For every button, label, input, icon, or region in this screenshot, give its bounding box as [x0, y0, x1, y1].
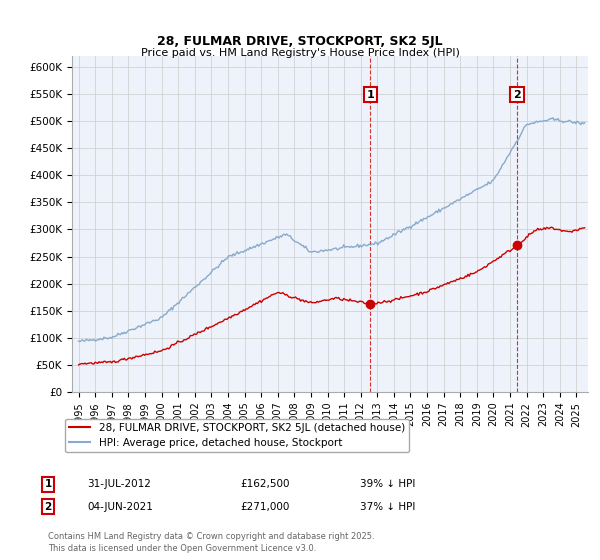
Text: 2: 2	[44, 502, 52, 512]
Text: 28, FULMAR DRIVE, STOCKPORT, SK2 5JL: 28, FULMAR DRIVE, STOCKPORT, SK2 5JL	[157, 35, 443, 49]
Text: 04-JUN-2021: 04-JUN-2021	[87, 502, 153, 512]
Text: Price paid vs. HM Land Registry's House Price Index (HPI): Price paid vs. HM Land Registry's House …	[140, 48, 460, 58]
Text: 1: 1	[44, 479, 52, 489]
Legend: 28, FULMAR DRIVE, STOCKPORT, SK2 5JL (detached house), HPI: Average price, detac: 28, FULMAR DRIVE, STOCKPORT, SK2 5JL (de…	[65, 419, 409, 452]
Text: 31-JUL-2012: 31-JUL-2012	[87, 479, 151, 489]
Text: 1: 1	[367, 90, 374, 100]
Text: 39% ↓ HPI: 39% ↓ HPI	[360, 479, 415, 489]
Text: Contains HM Land Registry data © Crown copyright and database right 2025.
This d: Contains HM Land Registry data © Crown c…	[48, 533, 374, 553]
Text: £271,000: £271,000	[240, 502, 289, 512]
Text: 37% ↓ HPI: 37% ↓ HPI	[360, 502, 415, 512]
Text: £162,500: £162,500	[240, 479, 290, 489]
Text: 2: 2	[513, 90, 521, 100]
